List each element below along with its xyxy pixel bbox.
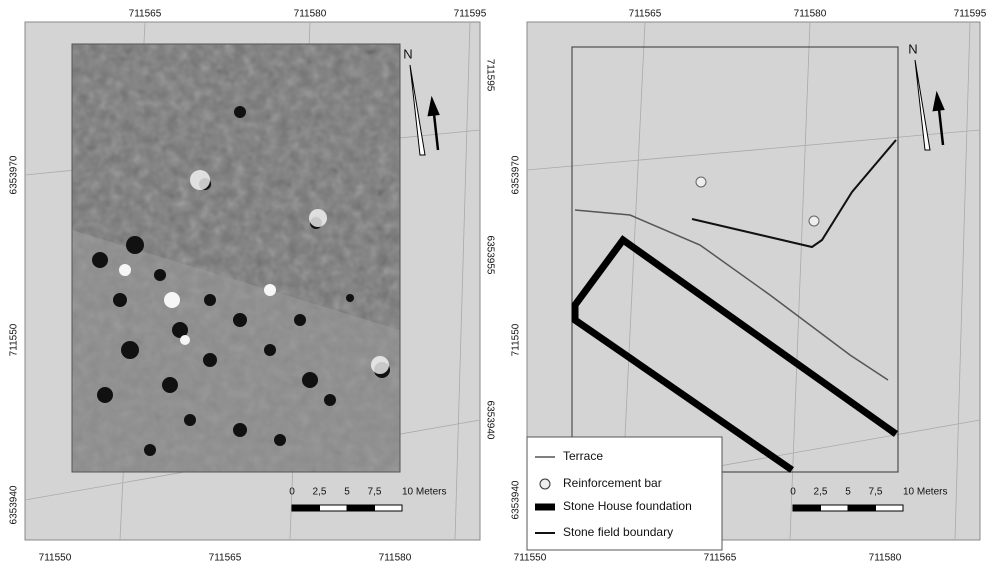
scale-label: 0 [289, 487, 295, 498]
reinforcement-bar [809, 216, 819, 226]
top-coordinate: 711565 [129, 9, 162, 20]
scale-label: 0 [790, 487, 796, 498]
bottom-coordinate: 711580 [869, 553, 902, 564]
bottom-coordinate: 711580 [379, 553, 412, 564]
top-coordinate: 711595 [454, 9, 487, 20]
legend-swatch [540, 479, 550, 489]
scale-segment [292, 505, 320, 511]
scale-segment [821, 505, 849, 511]
left-coordinate: 6353940 [511, 480, 522, 519]
scale-label: 10 Meters [903, 487, 947, 498]
right-coordinate: 6353940 [484, 401, 495, 440]
bottom-coordinate: 711565 [209, 553, 242, 564]
right-coordinate: 6353955 [484, 236, 495, 275]
left-coordinate: 6353970 [9, 155, 20, 194]
scale-label: 7,5 [368, 487, 382, 498]
legend-label: Reinforcement bar [563, 476, 662, 490]
reinforcement-bar [696, 177, 706, 187]
scale-label: 7,5 [869, 487, 883, 498]
scale-segment [347, 505, 375, 511]
scale-segment [848, 505, 876, 511]
figure: 711565 711580 711595 711550 711565 711580 6353… [0, 0, 987, 570]
legend-label: Stone field boundary [563, 525, 673, 539]
top-coordinate: 711595 [954, 9, 987, 20]
scale-label: 2,5 [313, 487, 327, 498]
scale-label: 10 Meters [402, 487, 446, 498]
bottom-coordinate: 711565 [704, 553, 737, 564]
north-label: N [403, 46, 412, 61]
top-coordinate: 711565 [629, 9, 662, 20]
scale-segment [320, 505, 348, 511]
scale-label: 5 [344, 487, 350, 498]
left-coordinate: 6353970 [511, 155, 522, 194]
left-coordinate: 711550 [9, 323, 20, 356]
scale-segment [375, 505, 403, 511]
top-coordinate: 711580 [794, 9, 827, 20]
legend-label: Stone House foundation [563, 499, 692, 513]
legend-label: Terrace [563, 449, 603, 463]
right-coordinate: 711595 [484, 59, 495, 92]
scale-label: 2,5 [814, 487, 828, 498]
scale-segment [876, 505, 904, 511]
north-label: N [908, 41, 917, 56]
bottom-coordinate: 711550 [39, 553, 72, 564]
top-coordinate: 711580 [294, 9, 327, 20]
left-coordinate: 711550 [511, 323, 522, 356]
geophysics-image [72, 44, 400, 472]
bottom-coordinate: 711550 [514, 553, 547, 564]
left-coordinate: 6353940 [9, 485, 20, 524]
scale-segment [793, 505, 821, 511]
scale-label: 5 [845, 487, 851, 498]
